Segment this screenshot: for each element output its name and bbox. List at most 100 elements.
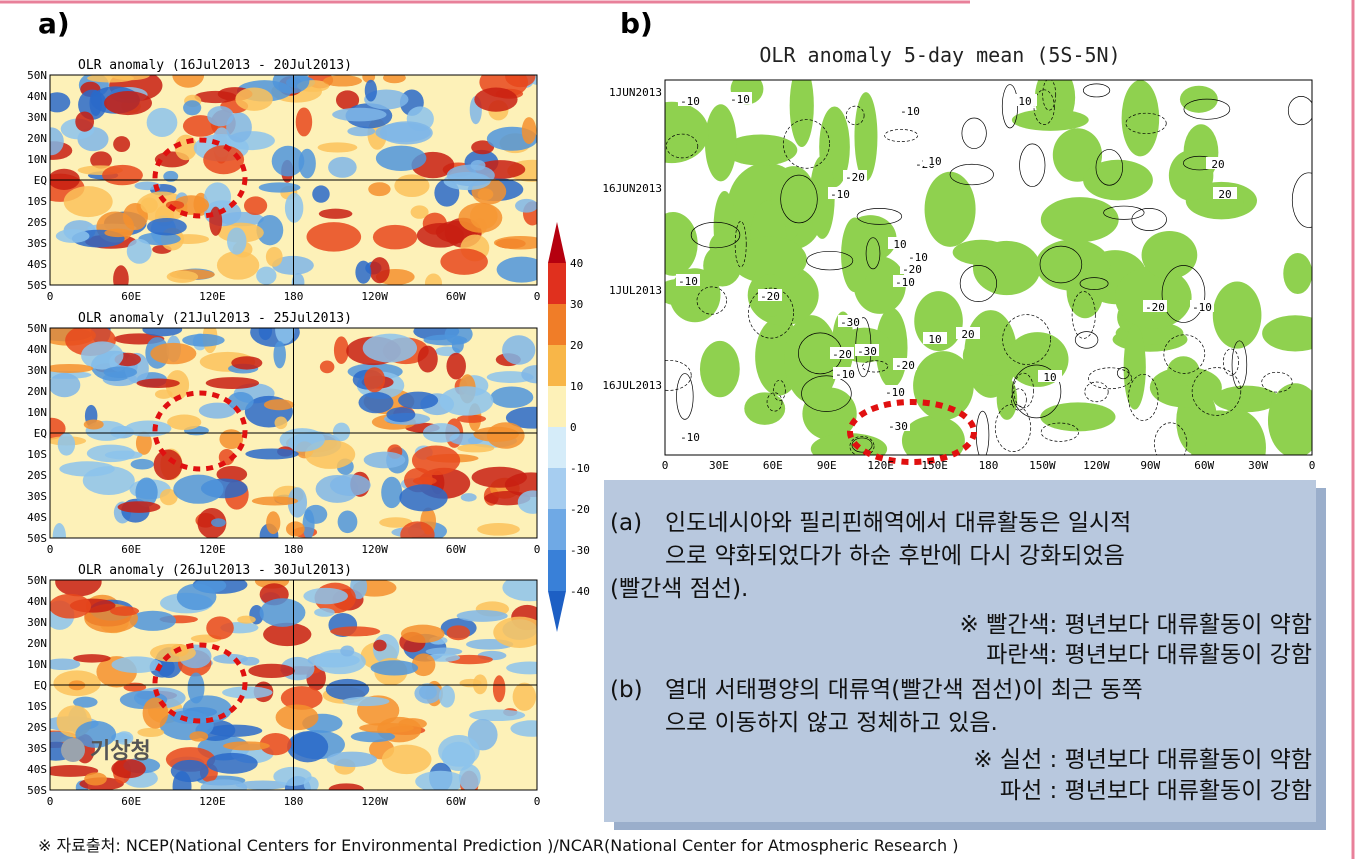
lat-label: 30S	[27, 490, 47, 503]
anomaly-blob	[363, 334, 417, 363]
anomaly-blob	[340, 645, 354, 656]
anomaly-blob	[494, 236, 547, 249]
anomaly-blob	[222, 686, 272, 698]
anomaly-blob	[330, 626, 380, 636]
anomaly-blob	[256, 267, 276, 285]
anomaly-blob	[447, 164, 495, 186]
note-line: 으로 약화되었다가 하순 후반에 다시 강화되었음	[665, 543, 1125, 569]
anomaly-blob	[415, 771, 465, 792]
lat-label: 10S	[27, 700, 47, 713]
contour-label: -10	[835, 368, 855, 381]
colorbar-band	[548, 509, 566, 550]
anomaly-blob	[275, 417, 288, 430]
anomaly-blob	[286, 521, 305, 536]
anomaly-blob	[201, 779, 248, 796]
convective-blob	[705, 104, 737, 181]
convective-blob	[1262, 315, 1328, 351]
contour-label: -10	[895, 276, 915, 289]
anomaly-blob	[84, 772, 107, 785]
anomaly-blob	[213, 654, 248, 664]
anomaly-blob	[359, 392, 394, 413]
anomaly-blob	[206, 616, 234, 639]
anomaly-blob	[59, 461, 114, 476]
convective-blob	[700, 341, 740, 397]
lon-label: 30W	[1248, 459, 1268, 472]
anomaly-blob	[401, 625, 445, 643]
panel-label: a)	[38, 7, 70, 40]
anomaly-blob	[382, 745, 432, 775]
contour	[1020, 144, 1045, 187]
anomaly-blob	[425, 274, 442, 293]
anomaly-blob	[446, 353, 466, 380]
note-legend: ※ 빨간색: 평년보다 대류활동이 약함	[959, 612, 1312, 638]
date-label: 1JUN2013	[609, 86, 662, 99]
convective-blob	[973, 241, 1041, 295]
lat-label: 40S	[27, 511, 47, 524]
anomaly-blob	[296, 107, 312, 136]
lat-label: EQ	[34, 427, 47, 440]
anomaly-blob	[171, 760, 209, 782]
convective-blob	[925, 172, 976, 247]
convective-blob	[1205, 409, 1266, 486]
logo-mark	[61, 738, 85, 762]
source: ※ 자료출처: NCEP(National Centers for Enviro…	[38, 836, 958, 855]
anomaly-blob	[207, 725, 262, 737]
convective-blob	[1124, 325, 1146, 410]
lon-label: 120W	[361, 795, 388, 808]
anomaly-blob	[375, 123, 430, 142]
anomaly-blob	[440, 248, 487, 274]
colorbar-band	[548, 386, 566, 427]
lat-label: 20S	[27, 469, 47, 482]
lat-label: 50N	[27, 574, 47, 587]
lon-label: 0	[47, 795, 54, 808]
lon-label: 60W	[446, 290, 466, 303]
colorbar-arrow	[548, 591, 566, 632]
lon-label: 60W	[446, 795, 466, 808]
anomaly-blob	[276, 704, 319, 730]
lat-label: EQ	[34, 679, 47, 692]
colorbar-label: -20	[570, 503, 590, 516]
lon-label: 120W	[361, 290, 388, 303]
contour-label: -20	[1145, 301, 1165, 314]
anomaly-blob	[248, 664, 294, 678]
anomaly-blob	[461, 493, 477, 501]
anomaly-blob	[49, 594, 91, 619]
anomaly-blob	[260, 598, 306, 627]
slide: a) b) OLR anomaly 5-day mean (5S-5N) OLR…	[0, 0, 1359, 859]
lon-label: 180	[284, 543, 304, 556]
lat-label: 40N	[27, 90, 47, 103]
anomaly-blob	[314, 649, 366, 674]
anomaly-blob	[457, 610, 508, 622]
anomaly-blob	[312, 185, 329, 202]
contour	[976, 411, 989, 459]
contour-label: -10	[830, 188, 850, 201]
anomaly-blob	[272, 146, 305, 177]
anomaly-blob	[474, 88, 517, 112]
lat-label: 40N	[27, 595, 47, 608]
lon-label: 120W	[1083, 459, 1110, 472]
convective-blob	[1213, 386, 1279, 413]
colorbar-label: 40	[570, 257, 583, 270]
contour-label: 20	[961, 328, 974, 341]
lat-label: 10S	[27, 195, 47, 208]
lon-label: 60E	[121, 543, 141, 556]
contour-label: -30	[840, 316, 860, 329]
contour	[962, 118, 986, 149]
anomaly-blob	[438, 735, 480, 767]
anomaly-blob	[364, 452, 406, 469]
anomaly-blob	[323, 75, 362, 86]
anomaly-blob	[510, 720, 552, 736]
anomaly-blob	[259, 182, 301, 192]
contour-label: -10	[730, 93, 750, 106]
anomaly-blob	[264, 399, 294, 410]
anomaly-blob	[477, 523, 520, 536]
anomaly-blob	[49, 373, 81, 397]
colorbar-band	[548, 427, 566, 468]
lon-label: 180	[284, 795, 304, 808]
anomaly-blob	[127, 239, 152, 264]
anomaly-blob	[320, 360, 335, 373]
note-legend: ※ 실선 : 평년보다 대류활동이 약함	[973, 747, 1312, 773]
lon-label: 0	[47, 543, 54, 556]
anomaly-blob	[207, 106, 234, 126]
convective-blob	[1283, 253, 1312, 294]
